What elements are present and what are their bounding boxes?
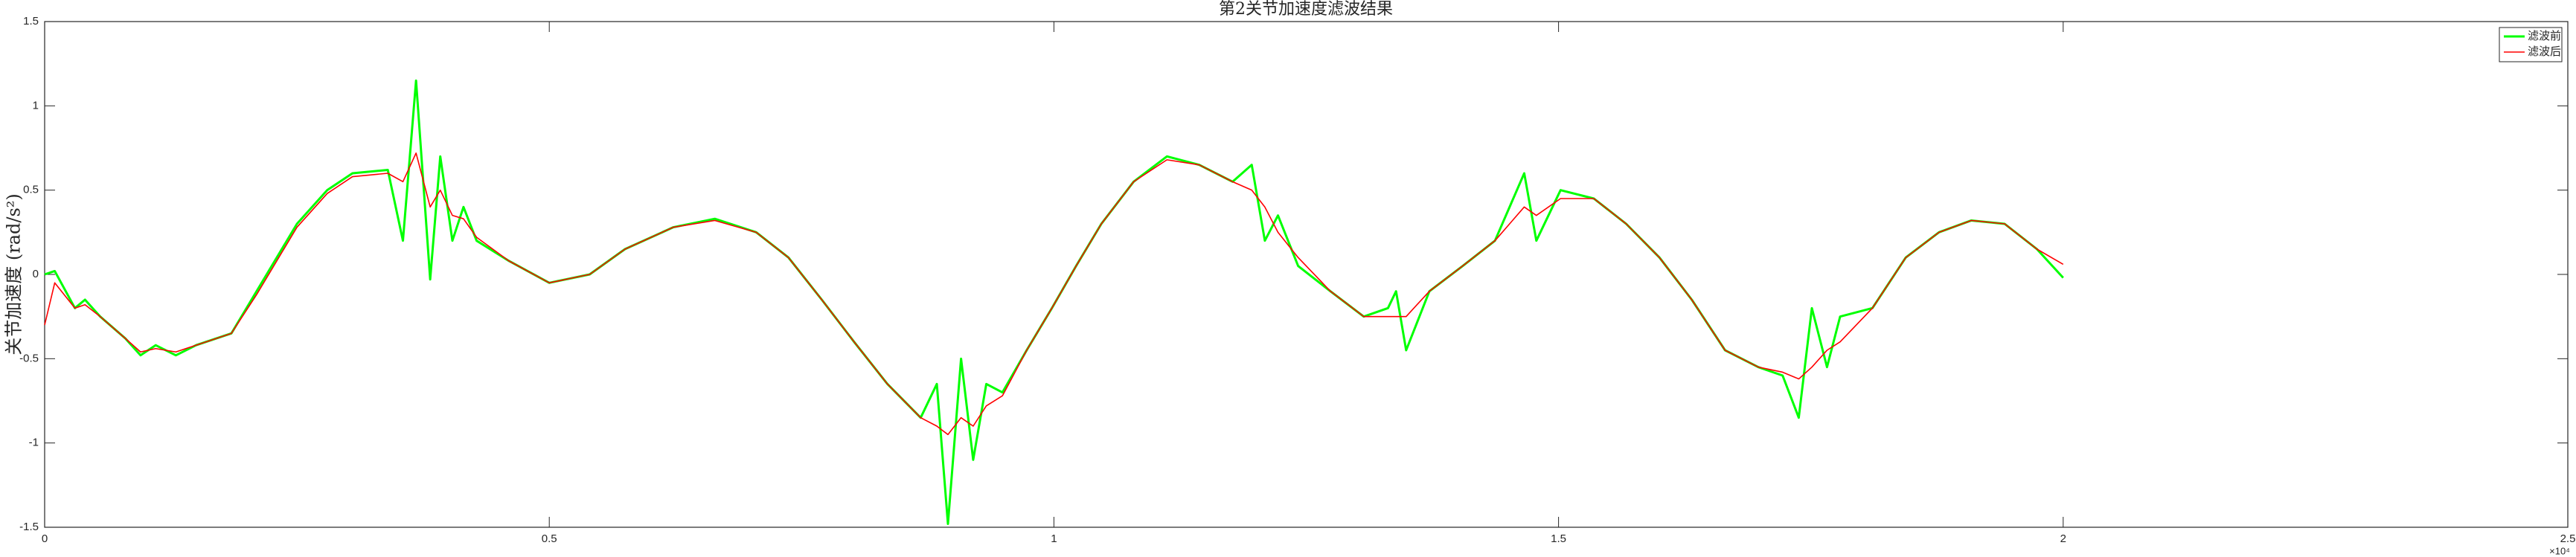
legend-box xyxy=(2499,27,2563,62)
y-tick-label: -0.5 xyxy=(19,352,39,364)
x-tick-label: 2 xyxy=(2060,532,2066,545)
y-tick-label: 0.5 xyxy=(23,184,39,196)
y-tick-label: 0 xyxy=(33,268,39,280)
x-tick-label: 1.5 xyxy=(1551,532,1566,545)
y-axis-label: 关节加速度 (rad/s²) xyxy=(4,193,25,355)
chart-title: 第2关节加速度滤波结果 xyxy=(1219,0,1393,19)
y-tick-label: 1.5 xyxy=(23,15,39,28)
x-tick-label: 1 xyxy=(1051,532,1057,545)
legend-label: 滤波后 xyxy=(2528,45,2561,58)
x-multiplier: ×10⁴ xyxy=(2549,545,2570,556)
y-tick-label: 1 xyxy=(33,99,39,112)
y-tick-label: -1 xyxy=(29,437,39,449)
y-tick-label: -1.5 xyxy=(19,521,39,533)
series-line xyxy=(44,152,2064,436)
legend-label: 滤波前 xyxy=(2528,30,2561,42)
x-tick-label: 0.5 xyxy=(542,532,557,545)
x-tick-label: 2.5 xyxy=(2560,532,2576,545)
x-tick-label: 0 xyxy=(42,532,48,545)
